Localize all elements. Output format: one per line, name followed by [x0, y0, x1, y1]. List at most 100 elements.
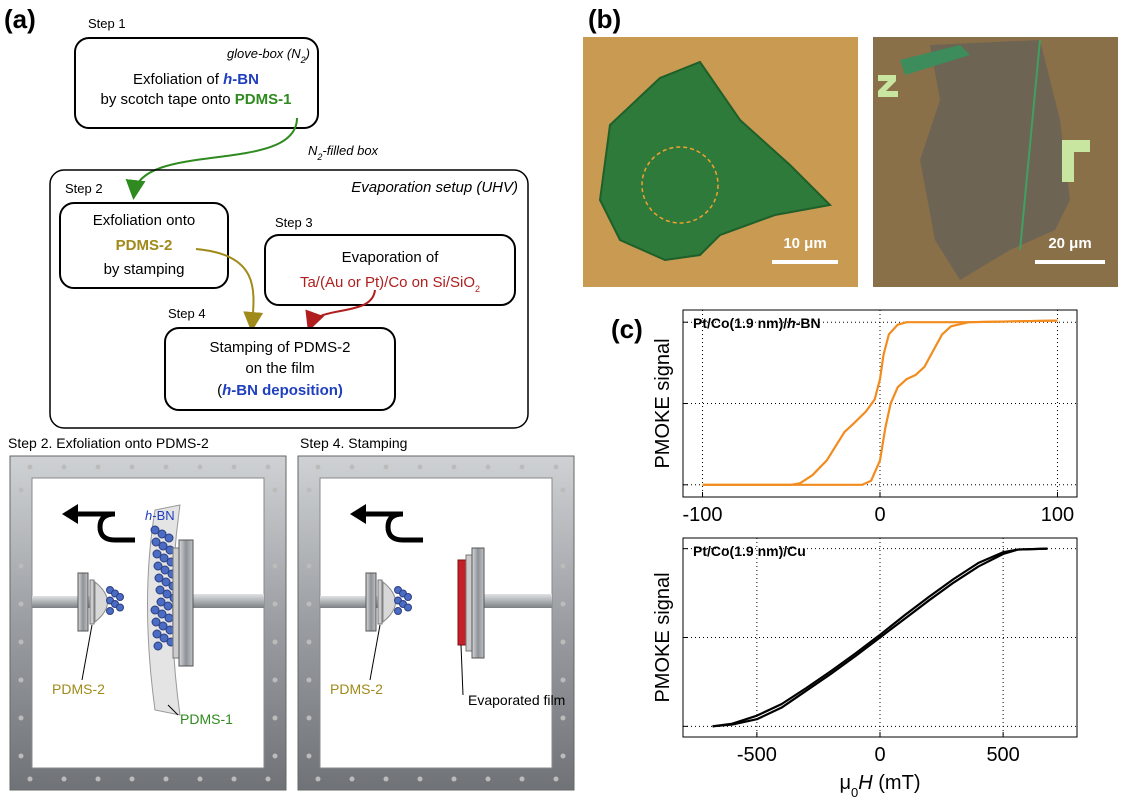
rivet — [560, 487, 566, 493]
step-label: Step 2 — [65, 181, 103, 196]
box-text: Evaporation of — [342, 249, 440, 266]
rivet — [272, 563, 278, 569]
arrow — [75, 511, 135, 543]
rivet — [560, 525, 566, 531]
box — [264, 234, 516, 306]
rivet — [349, 776, 355, 782]
rivet — [560, 639, 566, 645]
rivet — [163, 464, 169, 470]
arrow — [305, 289, 376, 332]
rivet — [95, 776, 101, 782]
data-line — [712, 547, 1048, 728]
box-note: glove-box (N2) — [227, 46, 310, 65]
flake — [156, 597, 166, 607]
flake — [900, 45, 970, 75]
rivet — [451, 464, 457, 470]
annotation: PDMS-2 — [330, 681, 383, 697]
flake — [150, 525, 160, 535]
disc — [172, 547, 180, 659]
step-label: Step 1 — [88, 16, 126, 31]
rivet — [485, 776, 491, 782]
arrow-label: N2-filled box — [308, 143, 379, 162]
x-axis-label-part: 0 — [851, 785, 858, 800]
rivet — [18, 639, 24, 645]
step-label: Step 3 — [275, 215, 313, 230]
flake — [151, 537, 161, 547]
rivet — [18, 753, 24, 759]
rivet — [519, 776, 525, 782]
rivet — [383, 464, 389, 470]
rivet — [265, 776, 271, 782]
rivet — [306, 601, 312, 607]
rivet — [560, 563, 566, 569]
y-axis-label: PMOKE signal — [652, 572, 674, 702]
annotation-part: Pt/Co(1.9 nm)/ — [693, 315, 787, 331]
rivet — [485, 464, 491, 470]
scale-label: 10 μm — [783, 235, 826, 252]
flake — [152, 629, 162, 639]
annotation: Pt/Co(1.9 nm)/h-BN — [693, 315, 821, 331]
rivet — [519, 464, 525, 470]
leader — [167, 704, 179, 716]
rivet — [18, 525, 24, 531]
leader — [369, 624, 381, 681]
stamp — [94, 580, 108, 624]
panel-label: (c) — [611, 314, 643, 344]
flake — [404, 593, 412, 601]
arrowhead — [62, 504, 78, 524]
rivet — [306, 639, 312, 645]
flake — [598, 60, 833, 262]
x-axis-label-part: (mT) — [873, 772, 921, 794]
rivet — [306, 487, 312, 493]
annotation-part: h — [787, 315, 796, 331]
box-text: Exfoliation onto — [93, 212, 196, 229]
rivet — [18, 487, 24, 493]
x-tick-label: 0 — [874, 504, 885, 526]
flake — [150, 605, 160, 615]
rivet — [553, 776, 559, 782]
marker — [1062, 140, 1090, 182]
rivet — [553, 464, 559, 470]
flake — [155, 585, 165, 595]
disc — [178, 539, 194, 667]
data-line — [702, 319, 1058, 486]
rivet — [306, 525, 312, 531]
rivet — [18, 563, 24, 569]
rivet — [272, 753, 278, 759]
flake — [157, 609, 167, 619]
illustration — [297, 455, 575, 791]
box-text: Exfoliation of h-BN — [133, 71, 259, 88]
flake — [106, 607, 114, 615]
rivet — [18, 677, 24, 683]
rivet — [272, 525, 278, 531]
annotation-part: Pt/Co(1.9 nm)/Cu — [693, 543, 806, 559]
annotation-part: -BN — [796, 315, 821, 331]
rivet — [560, 715, 566, 721]
x-tick-label: 0 — [874, 744, 885, 766]
disc — [365, 572, 377, 632]
rivet — [163, 776, 169, 782]
rivet — [315, 464, 321, 470]
rivet — [265, 464, 271, 470]
rivet — [306, 715, 312, 721]
rivet — [61, 464, 67, 470]
flake — [153, 641, 163, 651]
rivet — [315, 776, 321, 782]
flake — [161, 577, 171, 587]
box-text: Ta/(Au or Pt)/Co on Si/SiO2 — [300, 274, 480, 294]
panel-label: (a) — [4, 4, 36, 34]
rivet — [349, 464, 355, 470]
setup-box — [49, 169, 529, 429]
setup-label: Evaporation setup (UHV) — [351, 179, 518, 196]
box-text: Stamping of PDMS-2 — [210, 339, 351, 356]
flake — [404, 603, 412, 612]
annotation: h-BN — [145, 508, 175, 523]
illustration-title: Step 4. Stamping — [300, 435, 407, 451]
disc — [77, 572, 89, 632]
x-axis-label-part: H — [858, 772, 873, 794]
disc — [471, 547, 485, 659]
rivet — [197, 464, 203, 470]
box — [164, 327, 396, 411]
panel-label: (b) — [588, 4, 621, 34]
flake — [159, 633, 169, 643]
